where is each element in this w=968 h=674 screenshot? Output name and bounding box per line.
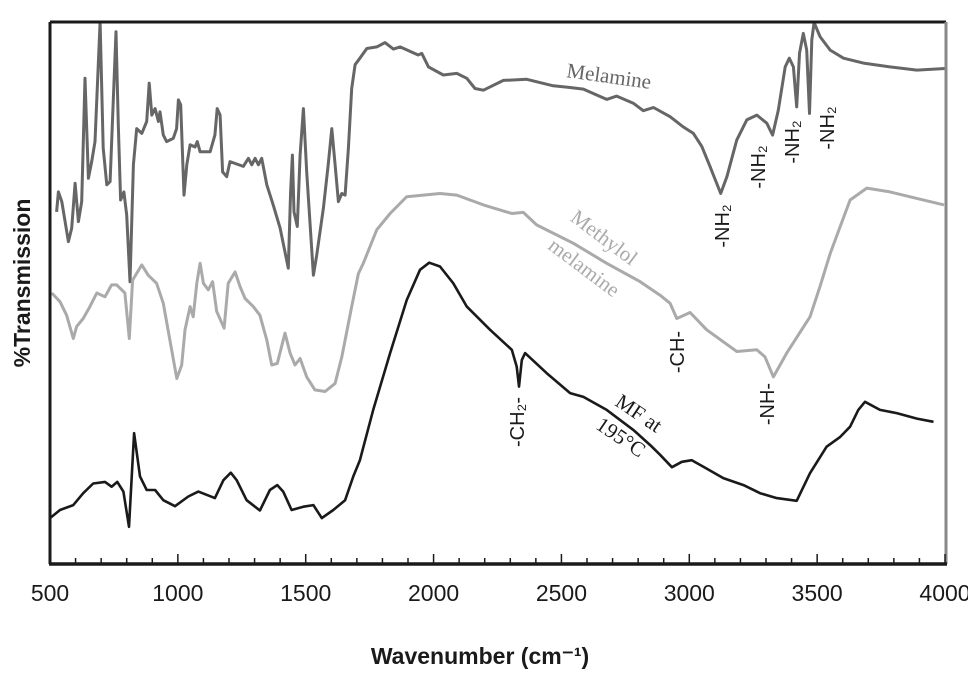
nh2-annotation-3: -NH₂ (782, 120, 804, 163)
nh2-annotation-4: -NH₂ (817, 106, 839, 149)
x-tick-label: 3000 (664, 580, 715, 606)
series-line-melamine (55, 20, 946, 284)
nh2-annotation-2: -NH₂ (748, 145, 770, 188)
x-tick-labels: 500 1000 1500 2000 2500 3000 3500 4000 (31, 580, 968, 606)
ch2-annotation: -CH₂- (507, 397, 529, 447)
x-tick-label: 500 (31, 580, 69, 606)
series-line-methylol-melamine (50, 186, 945, 393)
x-axis-title: Wavenumber (cm⁻¹) (371, 643, 589, 669)
x-tick-label: 2500 (536, 580, 587, 606)
ch-annotation: -CH- (667, 331, 689, 373)
x-tick-label: 1000 (152, 580, 203, 606)
x-ticks (49, 554, 946, 563)
nh2-annotation-1: -NH₂ (712, 204, 734, 247)
nh-annotation: -NH- (757, 383, 779, 425)
series-layer (49, 20, 946, 529)
x-tick-label: 1500 (280, 580, 331, 606)
series-line-mf-at-195-c (49, 261, 934, 529)
x-tick-label: 4000 (919, 580, 968, 606)
x-tick-label: 2000 (408, 580, 459, 606)
x-tick-label: 3500 (792, 580, 843, 606)
y-axis-title: %Transmission (9, 199, 35, 368)
